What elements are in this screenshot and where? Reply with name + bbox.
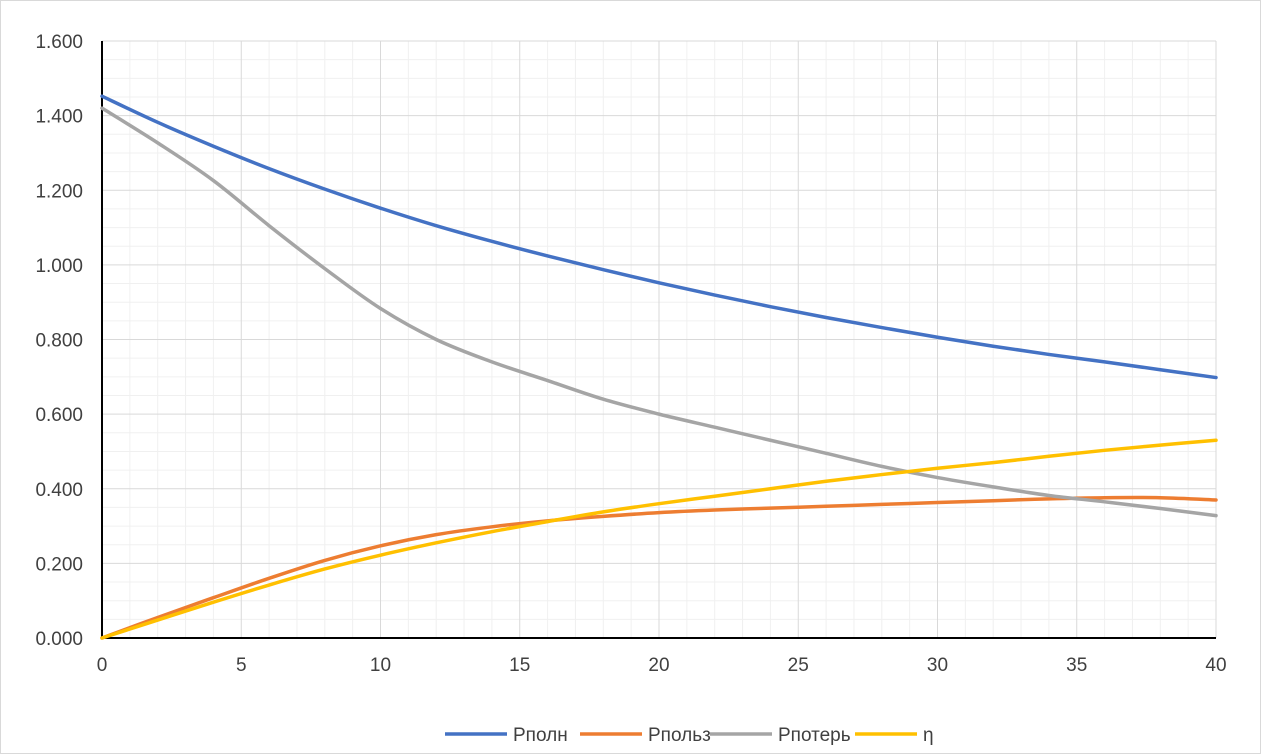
y-tick-label: 0.400 — [35, 480, 83, 501]
legend-label: Pпольз — [648, 725, 711, 746]
series-line-p-polz — [100, 495, 1218, 640]
legend: Pполн Pпольз Pпотерь η — [445, 725, 934, 746]
y-tick-label: 1.000 — [35, 256, 83, 277]
legend-label: η — [923, 725, 934, 746]
x-tick-label: 35 — [1066, 655, 1087, 676]
x-tick-label: 30 — [927, 655, 948, 676]
legend-label: Pполн — [513, 725, 568, 746]
x-tick-label: 10 — [370, 655, 391, 676]
legend-item: η — [855, 725, 934, 746]
legend-item: Pпотерь — [710, 725, 851, 746]
y-tick-label: 0.200 — [35, 554, 83, 575]
legend-item: Pпольз — [580, 725, 711, 746]
y-tick-label: 0.600 — [35, 405, 83, 426]
y-tick-label: 0.800 — [35, 331, 83, 352]
y-tick-label: 1.400 — [35, 107, 83, 128]
x-tick-label: 20 — [648, 655, 669, 676]
series-line-eta — [100, 438, 1218, 640]
x-tick-label: 0 — [97, 655, 108, 676]
axes — [101, 41, 1216, 639]
y-tick-label: 1.600 — [35, 32, 83, 53]
x-tick-label: 25 — [788, 655, 809, 676]
series-lines — [100, 94, 1218, 640]
series-line-p-poln — [100, 94, 1218, 380]
series-line-p-poter — [100, 106, 1218, 518]
x-tick-label: 40 — [1205, 655, 1226, 676]
x-tick-label: 5 — [236, 655, 247, 676]
y-tick-label: 0.000 — [35, 629, 83, 650]
legend-label: Pпотерь — [778, 725, 851, 746]
y-tick-label: 1.200 — [35, 181, 83, 202]
x-tick-label: 15 — [509, 655, 530, 676]
major-grid — [102, 40, 1217, 638]
tick-labels: 0.000 0.200 0.400 0.600 0.800 1.000 1.200 1.400… — [35, 32, 1226, 676]
legend-item: Pполн — [445, 725, 568, 746]
